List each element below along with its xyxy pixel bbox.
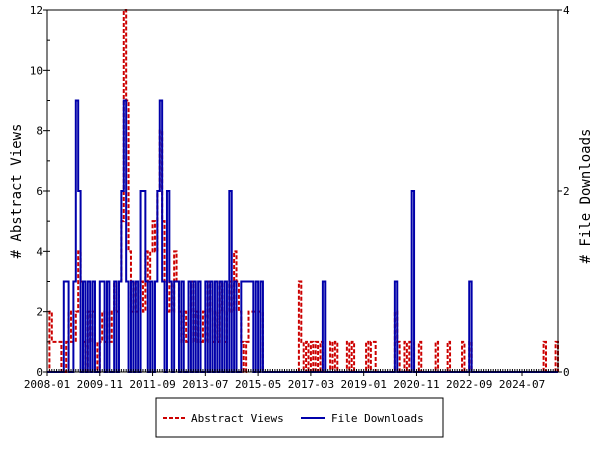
x-tick-label: 2008-01: [24, 378, 70, 391]
y-tick-label: 8: [36, 125, 43, 138]
axes: 2008-01 2009-11 2011-09 2013-07 2015-05 2017-…: [24, 4, 570, 391]
legend-label-file-downloads: File Downloads: [331, 412, 424, 425]
x-tick-label: 2009-11: [77, 378, 123, 391]
x-tick-label: 2022-09: [446, 378, 492, 391]
y-tick-label: 2: [36, 306, 43, 319]
x-tick-label: 2024-07: [499, 378, 545, 391]
y2-tick-label: 4: [563, 4, 570, 17]
legend-label-abstract-views: Abstract Views: [191, 412, 284, 425]
x-tick-label: 2019-01: [340, 378, 386, 391]
y2-tick-label: 0: [563, 366, 570, 379]
y-tick-label: 10: [30, 64, 43, 77]
y-tick-label: 4: [36, 245, 43, 258]
y-tick-label: 0: [36, 366, 43, 379]
x-tick-label: 2017-03: [288, 378, 334, 391]
y-axis-title: # Abstract Views: [9, 124, 25, 259]
y2-axis-title: # File Downloads: [578, 129, 594, 264]
x-tick-label: 2015-05: [235, 378, 281, 391]
x-tick-label: 2013-07: [182, 378, 228, 391]
legend: Abstract Views File Downloads: [155, 397, 444, 438]
y-tick-label: 12: [30, 4, 43, 17]
y2-tick-label: 2: [563, 185, 570, 198]
y-tick-label: 6: [36, 185, 43, 198]
x-tick-label: 2020-11: [393, 378, 439, 391]
x-tick-label: 2011-09: [129, 378, 175, 391]
legend-box: [155, 397, 444, 438]
